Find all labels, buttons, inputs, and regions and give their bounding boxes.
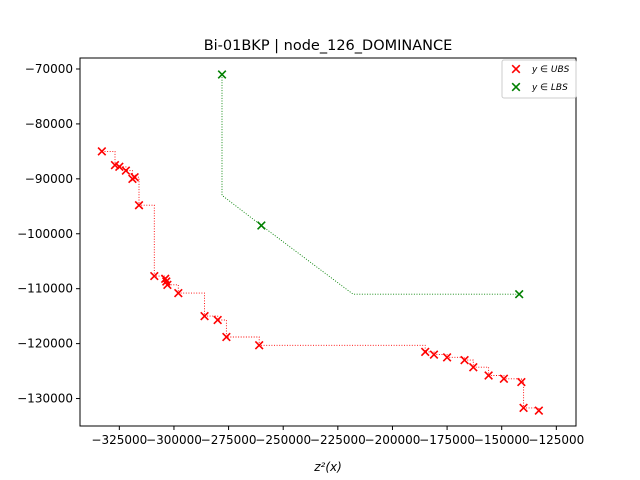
legend-marker [511, 64, 521, 74]
data-point [222, 332, 231, 342]
data-point [97, 147, 107, 156]
data-point [517, 377, 526, 387]
axes: −325000−300000−275000−250000−225000−2000… [17, 57, 584, 447]
data-point [468, 362, 478, 372]
data-point [429, 350, 439, 359]
legend-entry: y ∈ LBS [511, 82, 568, 93]
data-point [121, 166, 131, 175]
y-tick-label: −110000 [17, 282, 73, 296]
data-point [460, 355, 469, 365]
series-lines [101, 74, 540, 411]
x-tick-label: −275000 [201, 433, 257, 447]
legend-entry: y ∈ UBS [511, 64, 570, 75]
legend: y ∈ UBS y ∈ LBS [501, 59, 577, 99]
data-point [484, 371, 493, 380]
data-point [130, 172, 139, 182]
x-tick-label: −200000 [365, 433, 421, 447]
data-point [200, 311, 209, 321]
data-point [217, 70, 227, 79]
data-point [163, 280, 172, 290]
chart-title: Bi-01BKP | node_126_DOMINANCE [204, 38, 453, 54]
data-point [420, 347, 430, 357]
y-tick-label: −130000 [17, 392, 73, 406]
y-tick-label: −70000 [25, 62, 73, 76]
data-point [254, 340, 264, 350]
legend-label: y ∈ UBS [531, 65, 570, 75]
x-axis-label: z²(x) [313, 460, 342, 474]
x-tick-label: −300000 [146, 433, 202, 447]
data-point [256, 221, 266, 230]
y-tick-label: −120000 [17, 337, 73, 351]
series-line-1 [221, 74, 520, 295]
data-point [149, 271, 159, 281]
x-tick-label: −250000 [255, 433, 311, 447]
x-tick-label: −175000 [419, 433, 475, 447]
x-tick-label: −225000 [310, 433, 366, 447]
legend-label: y ∈ LBS [531, 83, 568, 93]
plot-frame [79, 57, 577, 427]
y-tick-label: −80000 [25, 117, 73, 131]
data-point [173, 288, 183, 298]
x-tick-label: −125000 [528, 433, 584, 447]
series-points [97, 70, 544, 415]
data-point [514, 289, 524, 299]
data-point [134, 200, 144, 210]
data-point [534, 406, 544, 415]
x-tick-label: −150000 [474, 433, 530, 447]
x-tick-label: −325000 [91, 433, 147, 447]
data-point [160, 274, 170, 284]
data-point [213, 315, 223, 325]
data-point [499, 374, 509, 384]
data-point [442, 352, 452, 362]
series-line-0 [101, 150, 540, 411]
data-point [114, 162, 124, 172]
y-tick-label: −90000 [25, 172, 73, 186]
legend-marker [511, 82, 521, 92]
legend-box [501, 59, 577, 99]
data-point [519, 403, 528, 413]
y-tick-label: −100000 [17, 227, 73, 241]
